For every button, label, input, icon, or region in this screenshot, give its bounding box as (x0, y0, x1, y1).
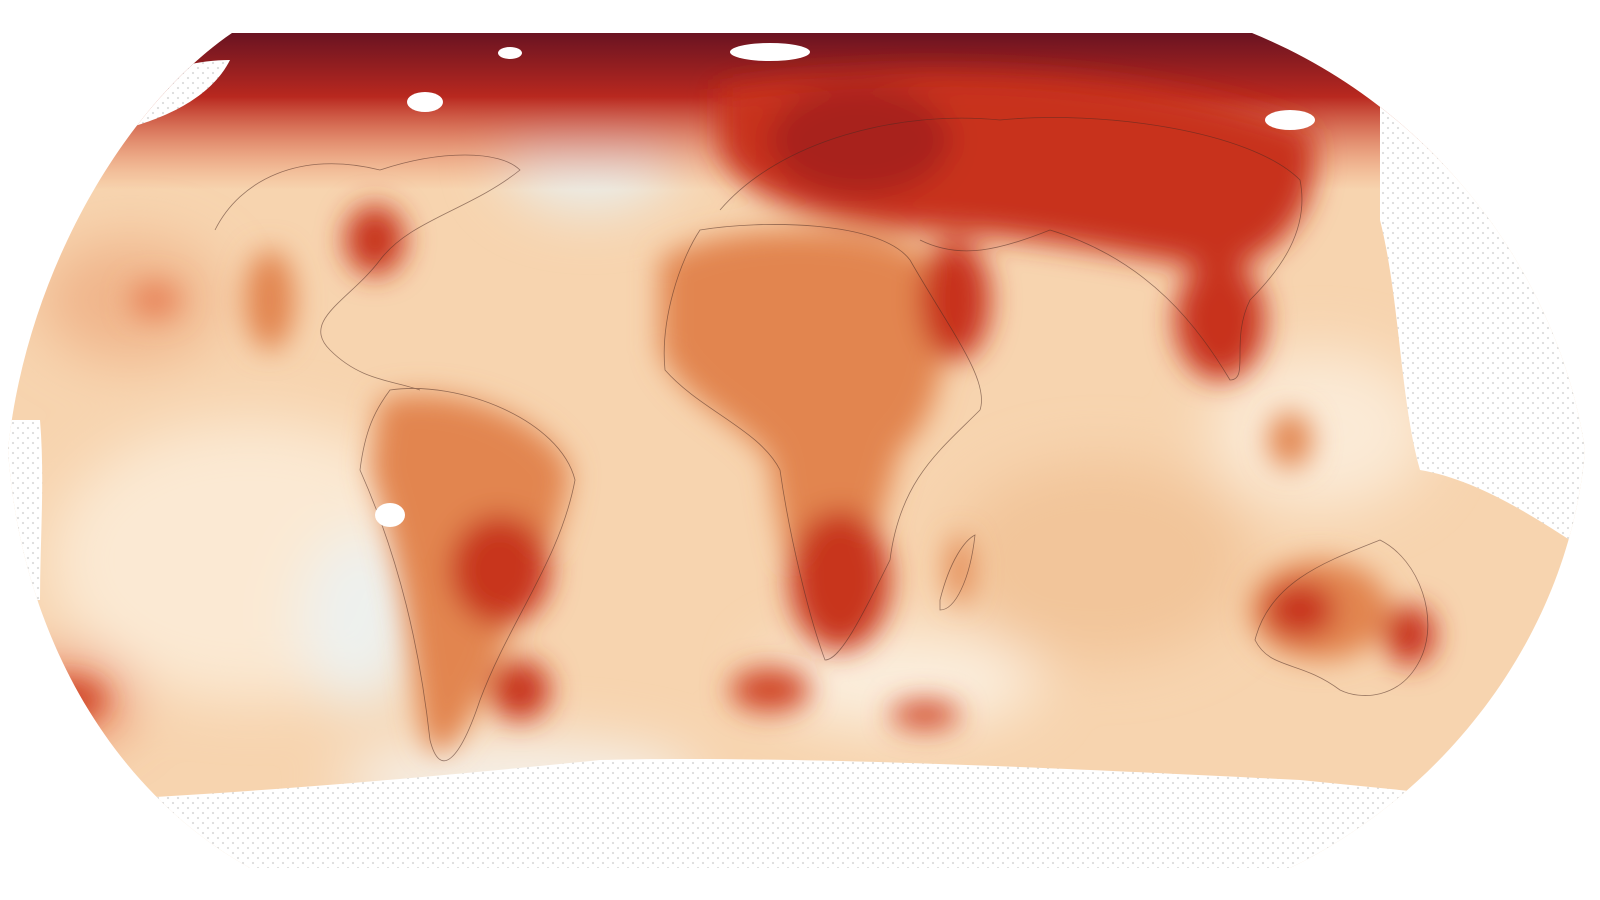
missing-data (8, 43, 1585, 868)
land-anomalies (35, 73, 1435, 753)
